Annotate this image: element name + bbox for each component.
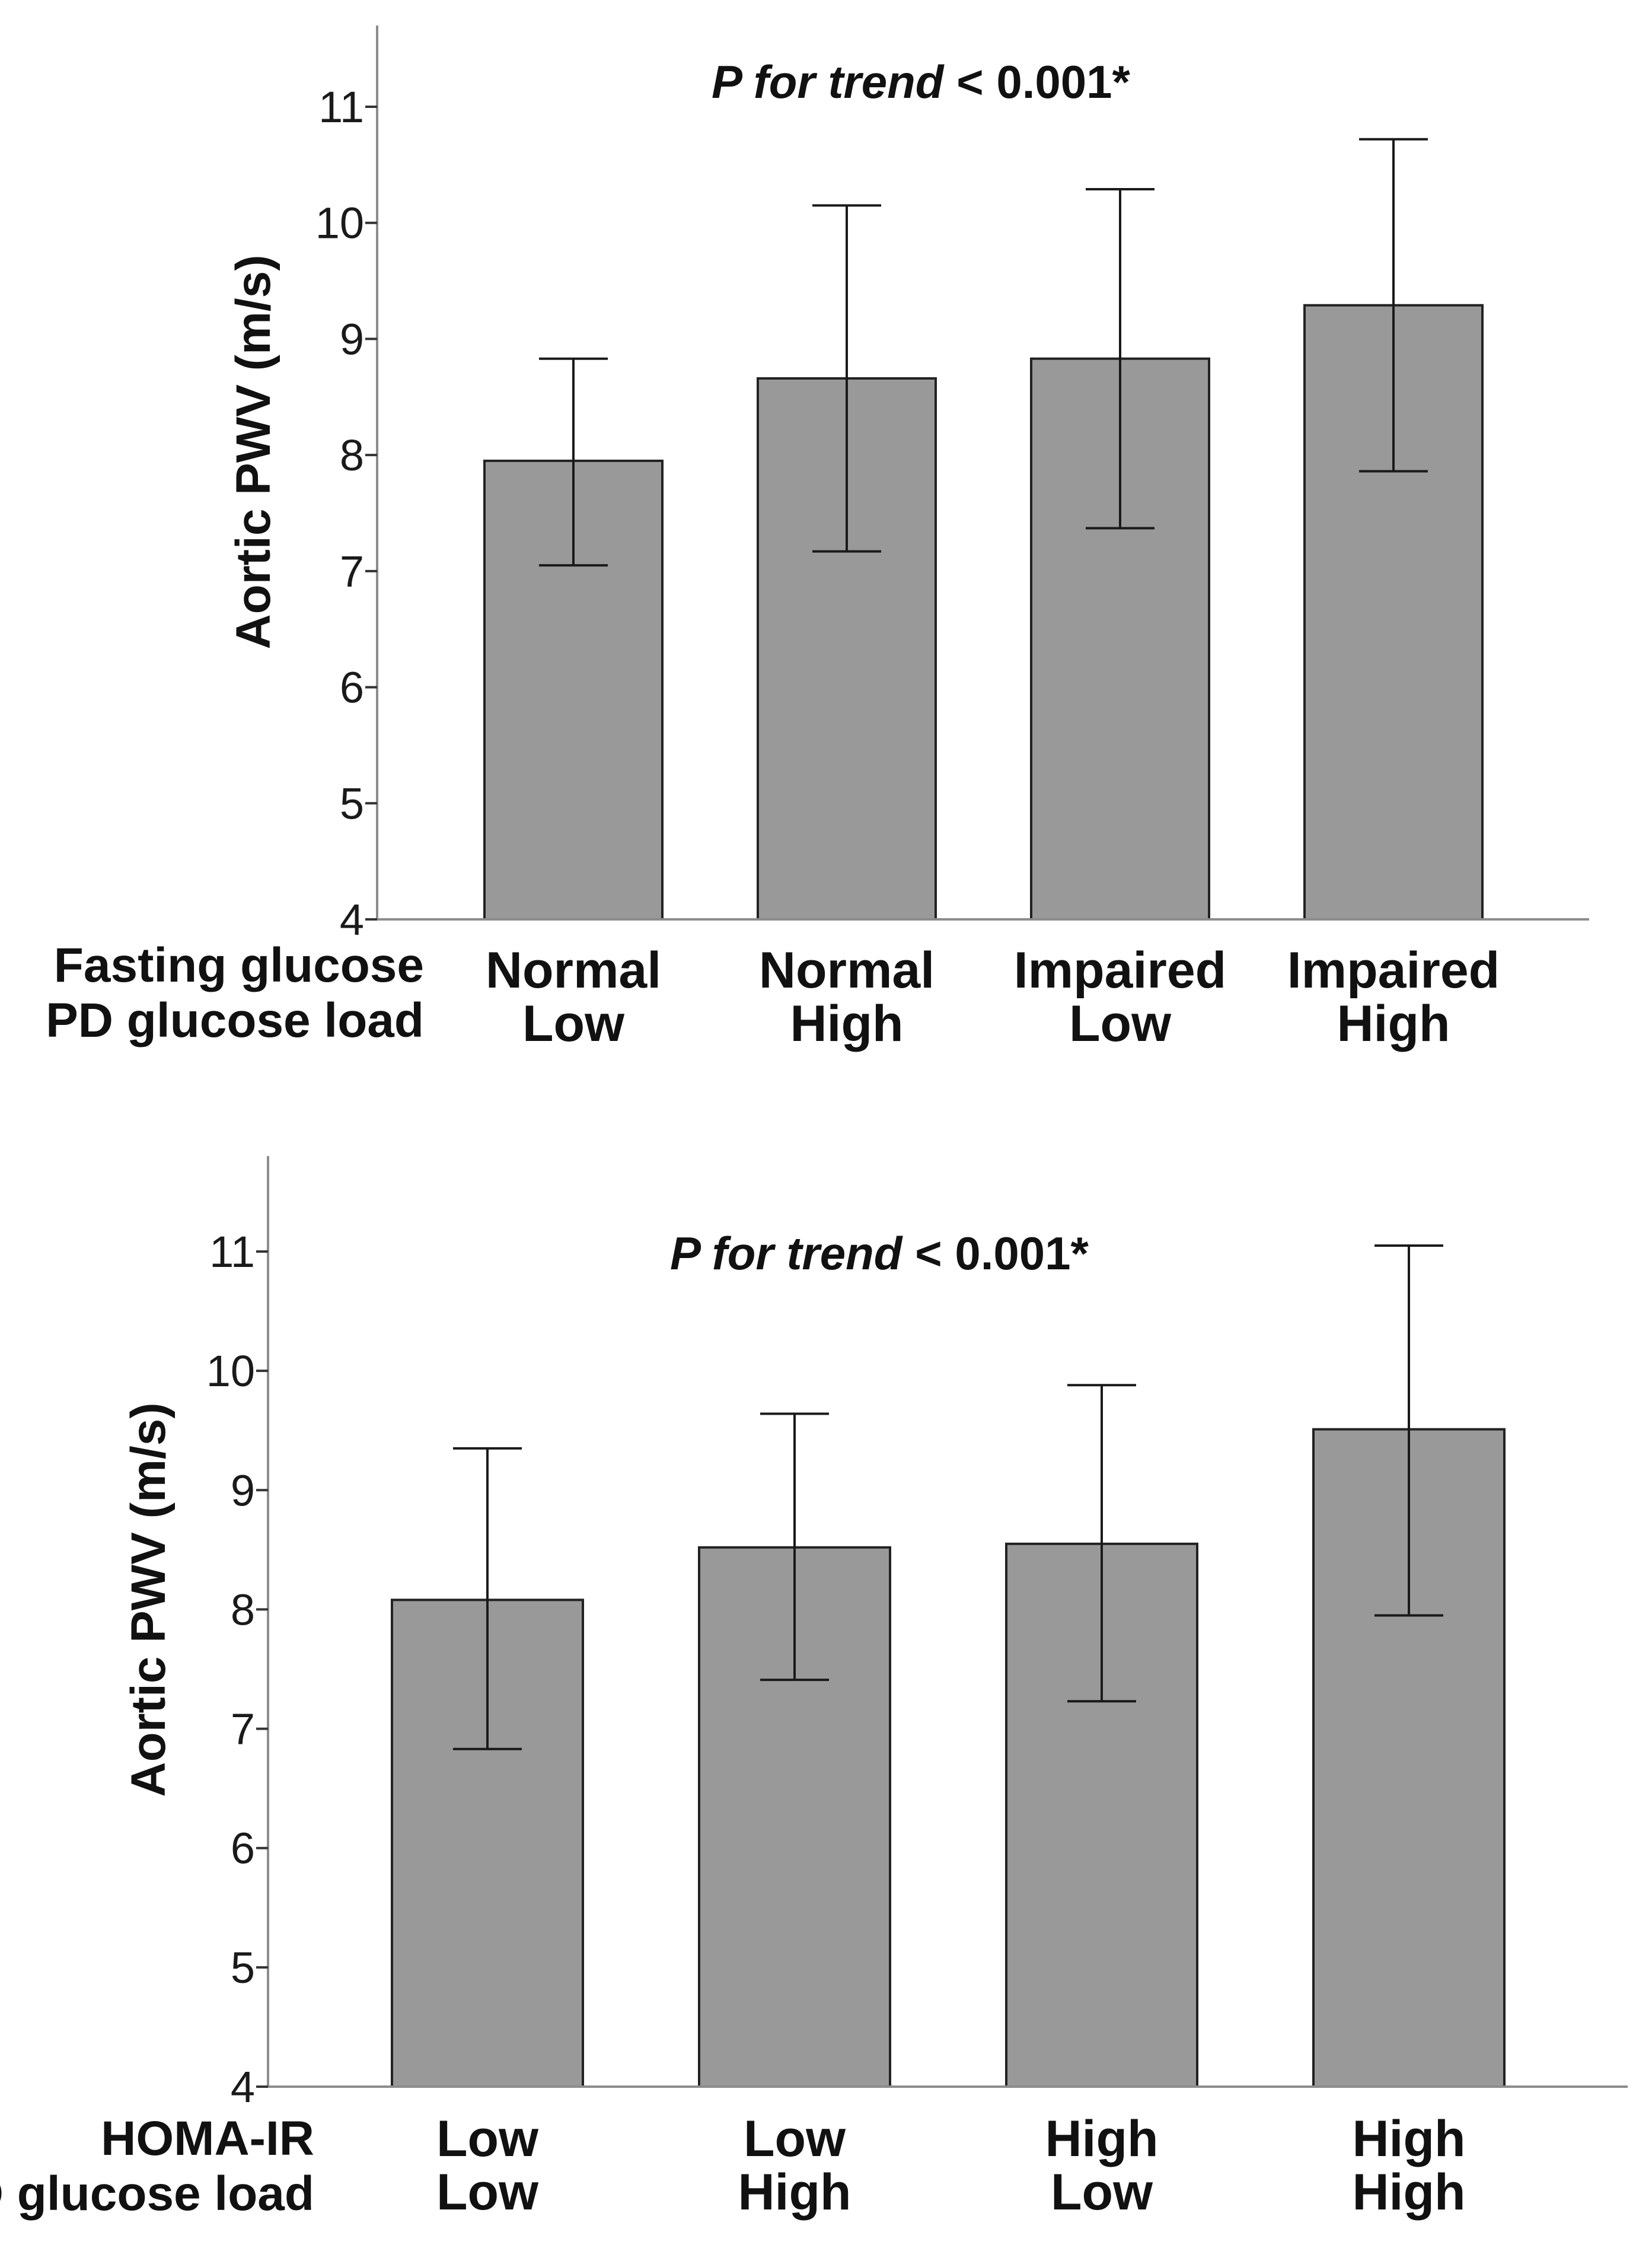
bottom-y-tick-label-11: 11 bbox=[209, 1227, 255, 1276]
top-trend-annotation-italic: P for trend bbox=[712, 56, 945, 108]
bottom-trend-annotation-italic: P for trend bbox=[670, 1227, 903, 1279]
bottom-x-tick-label-4-line1: High bbox=[1352, 2110, 1465, 2167]
top-y-axis-title: Aortic PWV (m/s) bbox=[227, 254, 280, 649]
top-trend-annotation: P for trend < 0.001* bbox=[712, 56, 1131, 108]
bottom-y-tick-label-5: 5 bbox=[231, 1943, 255, 1992]
top-trend-annotation-value: < 0.001* bbox=[943, 56, 1130, 108]
top-y-tick-label-8: 8 bbox=[340, 431, 364, 480]
bottom-chart-panel: 4 5 6 7 8 9 10 11 Aortic PWV (m/s) P for trend < … bbox=[0, 1156, 1628, 2221]
bottom-x-tick-label-4-line2: High bbox=[1352, 2164, 1465, 2221]
bottom-y-tick-label-7: 7 bbox=[231, 1705, 255, 1754]
top-y-tick-label-6: 6 bbox=[340, 663, 364, 712]
top-x-tick-label-2-line2: High bbox=[790, 995, 903, 1052]
bottom-y-tick-label-8: 8 bbox=[231, 1585, 255, 1634]
bottom-x-tick-label-1-line1: Low bbox=[436, 2110, 539, 2167]
top-x-tick-label-2-line1: Normal bbox=[759, 942, 935, 999]
top-x-tick-label-1-line2: Low bbox=[522, 995, 625, 1052]
bottom-x-tick-label-2-line1: Low bbox=[744, 2110, 846, 2167]
bottom-y-axis-title: Aortic PWV (m/s) bbox=[122, 1402, 176, 1797]
top-x-tick-label-4-line2: High bbox=[1337, 995, 1450, 1052]
top-row-label-1: Fasting glucose bbox=[54, 938, 424, 992]
bottom-x-tick-label-3-line1: High bbox=[1045, 2110, 1158, 2167]
top-x-tick-label-3-line2: Low bbox=[1069, 995, 1172, 1052]
top-chart-panel: 4 5 6 7 8 9 10 11 Aortic PWV (m/s) P for trend < … bbox=[46, 26, 1589, 1052]
top-row-label-2: PD glucose load bbox=[46, 994, 424, 1047]
top-y-tick-label-11: 11 bbox=[318, 82, 364, 132]
top-y-tick-label-4: 4 bbox=[340, 895, 364, 944]
bottom-x-tick-label-1-line2: Low bbox=[436, 2164, 539, 2221]
bottom-y-tick-label-9: 9 bbox=[231, 1466, 255, 1515]
bottom-trend-annotation: P for trend < 0.001* bbox=[670, 1227, 1089, 1279]
top-x-tick-label-3-line1: Impaired bbox=[1014, 942, 1226, 999]
bottom-x-tick-label-2-line2: High bbox=[738, 2164, 851, 2221]
top-y-tick-label-10: 10 bbox=[315, 199, 364, 248]
bottom-row-label-1: HOMA-IR bbox=[101, 2112, 314, 2166]
bottom-trend-annotation-value: < 0.001* bbox=[902, 1227, 1089, 1279]
bottom-y-tick-label-6: 6 bbox=[231, 1824, 255, 1873]
bottom-x-tick-label-3-line2: Low bbox=[1051, 2164, 1153, 2221]
top-x-tick-label-4-line1: Impaired bbox=[1287, 942, 1500, 999]
top-y-tick-label-7: 7 bbox=[340, 547, 364, 596]
top-y-tick-label-9: 9 bbox=[340, 314, 364, 364]
bottom-y-tick-label-10: 10 bbox=[206, 1346, 255, 1396]
bottom-y-tick-label-4: 4 bbox=[231, 2062, 255, 2112]
top-x-tick-label-1-line1: Normal bbox=[486, 942, 661, 999]
top-y-tick-label-5: 5 bbox=[340, 779, 364, 828]
bottom-row-label-2: PD glucose load bbox=[0, 2167, 314, 2221]
